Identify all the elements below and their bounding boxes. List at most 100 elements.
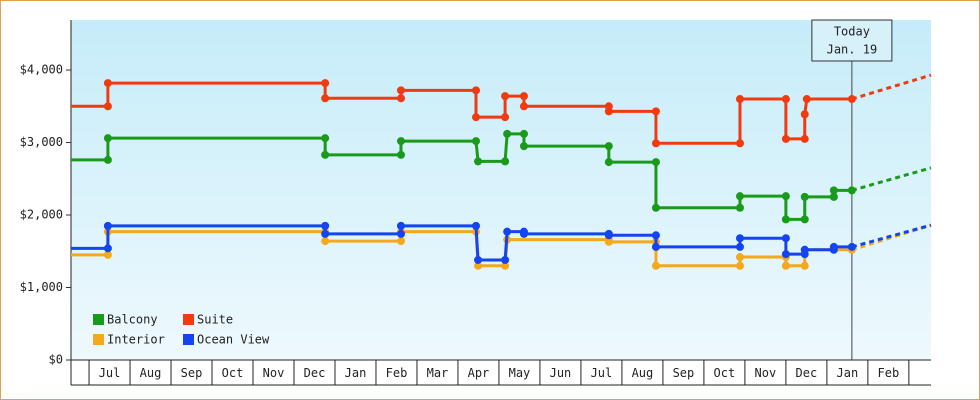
- point: [651, 139, 660, 148]
- point: [781, 215, 790, 224]
- forecast-line: [851, 223, 932, 252]
- y-tick-label: $0: [49, 353, 63, 367]
- point: [501, 261, 510, 270]
- point: [847, 95, 856, 104]
- today-label: Today: [834, 25, 870, 39]
- point: [103, 79, 112, 88]
- point: [396, 137, 405, 146]
- x-tick-label: Aug: [140, 366, 162, 380]
- point: [321, 134, 330, 143]
- point: [735, 234, 744, 243]
- y-tick-label: $3,000: [20, 135, 63, 149]
- point: [604, 142, 613, 151]
- point: [396, 86, 405, 95]
- point: [802, 95, 811, 104]
- point: [735, 192, 744, 201]
- legend-label: Ocean View: [197, 333, 270, 347]
- point: [829, 186, 838, 195]
- point: [474, 261, 483, 270]
- point: [735, 242, 744, 251]
- point: [519, 92, 528, 101]
- legend-swatch: [93, 314, 104, 325]
- point: [604, 231, 613, 240]
- point: [501, 255, 510, 264]
- legend-swatch: [183, 334, 194, 345]
- y-tick-label: $1,000: [20, 280, 63, 294]
- point: [396, 221, 405, 230]
- x-tick-label: Jan: [837, 366, 859, 380]
- point: [103, 155, 112, 164]
- x-tick-label: Dec: [304, 366, 326, 380]
- x-tick-label: Nov: [755, 366, 777, 380]
- point: [474, 255, 483, 264]
- point: [471, 221, 480, 230]
- point: [781, 192, 790, 201]
- point: [800, 215, 809, 224]
- forecast-line: [851, 166, 932, 192]
- point: [651, 261, 660, 270]
- x-tick-label: Jan: [345, 366, 367, 380]
- legend-swatch: [93, 334, 104, 345]
- x-tick-label: Feb: [386, 366, 408, 380]
- point: [501, 157, 510, 166]
- point: [800, 261, 809, 270]
- forecast-line: [851, 73, 932, 101]
- x-tick-label: Jun: [550, 366, 572, 380]
- point: [471, 86, 480, 95]
- today-box: [811, 19, 893, 62]
- point: [847, 186, 856, 195]
- point: [396, 229, 405, 238]
- legend-label: Interior: [107, 333, 165, 347]
- y-tick-label: $2,000: [20, 208, 63, 222]
- point: [321, 94, 330, 103]
- point: [651, 242, 660, 251]
- x-tick-label: Nov: [263, 366, 285, 380]
- point: [103, 221, 112, 230]
- point: [651, 158, 660, 167]
- x-tick-label: Sep: [181, 366, 203, 380]
- point: [800, 192, 809, 201]
- x-tick-label: Jul: [99, 366, 121, 380]
- point: [781, 134, 790, 143]
- point: [503, 129, 512, 138]
- point: [781, 261, 790, 270]
- point: [651, 107, 660, 116]
- x-tick-label: Oct: [222, 366, 244, 380]
- point: [321, 237, 330, 246]
- y-tick-label: $4,000: [20, 63, 63, 77]
- legend-label: Suite: [197, 313, 233, 327]
- point: [103, 244, 112, 253]
- point: [396, 150, 405, 159]
- point: [103, 102, 112, 111]
- x-tick-label: Apr: [468, 366, 490, 380]
- x-tick-label: Oct: [714, 366, 736, 380]
- point: [321, 229, 330, 238]
- point: [519, 129, 528, 138]
- plot-area: [71, 20, 931, 360]
- forecast-line: [851, 223, 932, 249]
- point: [735, 253, 744, 262]
- point: [735, 95, 744, 104]
- point: [321, 221, 330, 230]
- x-tick-label: Aug: [632, 366, 654, 380]
- point: [471, 137, 480, 146]
- legend-label: Balcony: [107, 313, 158, 327]
- x-tick-label: May: [509, 366, 531, 380]
- point: [103, 250, 112, 259]
- point: [321, 79, 330, 88]
- point: [651, 203, 660, 212]
- point: [396, 237, 405, 246]
- point: [800, 110, 809, 119]
- point: [735, 261, 744, 270]
- legend-swatch: [183, 314, 194, 325]
- x-tick-label: Sep: [673, 366, 695, 380]
- point: [501, 92, 510, 101]
- point: [519, 102, 528, 111]
- x-tick-label: Feb: [878, 366, 900, 380]
- point: [604, 158, 613, 167]
- point: [781, 234, 790, 243]
- point: [474, 157, 483, 166]
- point: [847, 242, 856, 251]
- point: [800, 134, 809, 143]
